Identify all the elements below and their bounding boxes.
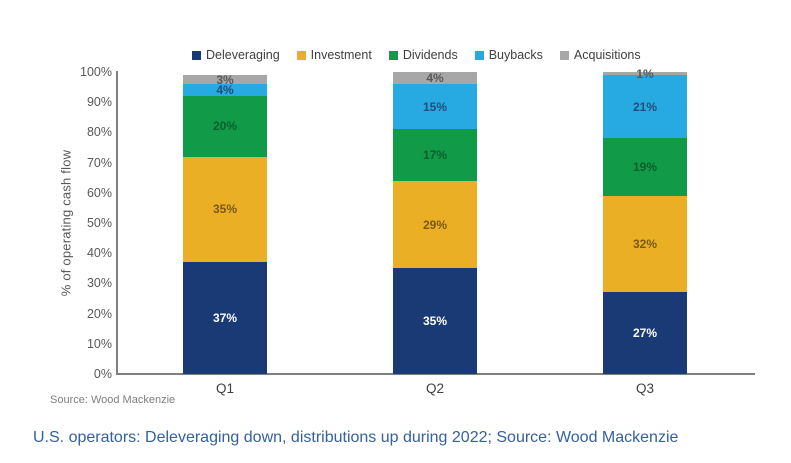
bar-segment-buybacks: 4% xyxy=(183,84,267,97)
y-tick-label: 0% xyxy=(93,367,112,381)
y-tick-label: 90% xyxy=(86,95,112,110)
legend-swatch-icon xyxy=(296,50,306,60)
bar-q2: 35% 29% 17% 15% 4% xyxy=(393,72,477,374)
legend-item-investment: Investment xyxy=(296,48,372,62)
y-tick-label: 30% xyxy=(86,276,112,291)
x-axis-label-q1: Q1 xyxy=(215,381,234,396)
legend-label: Buybacks xyxy=(488,48,543,62)
legend-swatch-icon xyxy=(388,50,398,60)
legend-item-buybacks: Buybacks xyxy=(474,48,543,62)
legend-label: Acquisitions xyxy=(573,48,641,62)
legend-label: Dividends xyxy=(402,48,458,62)
bar-segment-buybacks: 15% xyxy=(393,84,477,130)
bar-segment-deleveraging: 37% xyxy=(183,262,267,374)
legend-label: Deleveraging xyxy=(206,48,280,62)
y-tick-label: 100% xyxy=(80,65,112,79)
bar-q3: 27% 32% 19% 21% 1% xyxy=(603,68,687,374)
bar-segment-deleveraging: 27% xyxy=(603,292,687,374)
y-tick-label: 40% xyxy=(86,246,112,261)
legend-item-deleveraging: Deleveraging xyxy=(192,48,280,62)
y-axis-line xyxy=(116,71,118,375)
legend-item-acquisitions: Acquisitions xyxy=(559,48,641,62)
y-tick-label: 80% xyxy=(86,125,112,140)
bar-segment-acquisitions: 4% xyxy=(393,72,477,85)
x-axis-label-q2: Q2 xyxy=(425,381,444,396)
y-tick-label: 60% xyxy=(86,185,112,200)
bar-segment-acquisitions: 3% xyxy=(183,74,267,86)
legend-item-dividends: Dividends xyxy=(388,48,458,62)
y-tick-label: 20% xyxy=(86,306,112,321)
chart-legend: Deleveraging Investment Dividends Buybacks A… xyxy=(192,48,641,62)
bar-segment-investment: 35% xyxy=(183,156,267,263)
x-axis-line xyxy=(116,373,755,375)
bar-segment-investment: 29% xyxy=(393,180,477,269)
legend-swatch-icon xyxy=(559,50,569,60)
x-axis-label-q3: Q3 xyxy=(635,381,654,396)
chart-caption: U.S. operators: Deleveraging down, distr… xyxy=(33,429,679,446)
legend-label: Investment xyxy=(310,48,372,62)
y-tick-label: 10% xyxy=(86,336,112,351)
bar-segment-dividends: 19% xyxy=(603,138,687,196)
legend-swatch-icon xyxy=(474,50,484,60)
bar-segment-deleveraging: 35% xyxy=(393,268,477,374)
bar-segment-buybacks: 21% xyxy=(603,75,687,139)
bar-segment-dividends: 20% xyxy=(183,96,267,157)
bar-segment-acquisitions: 1% xyxy=(603,68,687,80)
bar-segment-investment: 32% xyxy=(603,195,687,293)
y-tick-label: 70% xyxy=(86,155,112,170)
source-note: Source: Wood Mackenzie xyxy=(50,394,176,406)
legend-swatch-icon xyxy=(192,50,201,60)
bar-segment-dividends: 17% xyxy=(393,129,477,181)
bar-q1: 37% 35% 20% 4% 3% xyxy=(183,74,267,374)
y-tick-label: 50% xyxy=(86,216,112,230)
